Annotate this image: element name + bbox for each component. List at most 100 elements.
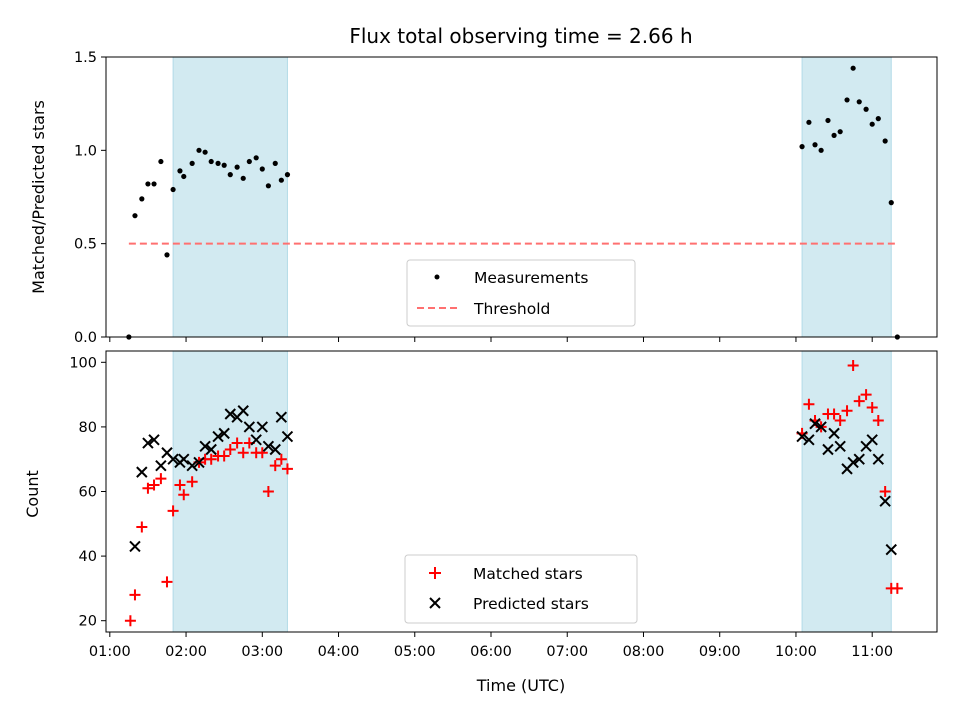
bottom-y-axis-label: Count [23, 470, 42, 518]
top-y-tick-label: 1.5 [74, 50, 97, 66]
bottom-matched-stars-point-28 [803, 398, 815, 410]
top-measurements-point-14 [208, 158, 214, 165]
top-measurements-point-12 [196, 147, 202, 153]
bottom-y-tick-label: 40 [79, 549, 97, 565]
top-measurements-point-19 [240, 175, 246, 181]
bottom-matched-stars-point-2 [129, 589, 141, 601]
bottom-matched-stars-point-36 [853, 395, 865, 407]
x-tick-label: 08:00 [623, 644, 665, 660]
bottom-predicted-stars-point-15 [218, 427, 230, 440]
bottom-predicted-stars-point-12 [199, 440, 211, 452]
bottom-y-tick-label: 20 [79, 614, 97, 630]
bottom-matched-stars-point-39 [872, 414, 884, 426]
x-tick-label: 04:00 [318, 644, 360, 660]
x-tick-label: 05:00 [394, 644, 436, 660]
bottom-matched-stars-point-40 [879, 486, 891, 497]
bottom-matched-stars-point-14 [205, 453, 217, 465]
top-measurements-point-9 [177, 168, 183, 174]
top-measurements-point-16 [221, 162, 227, 168]
x-tick-label: 06:00 [470, 644, 512, 660]
bottom-matched-stars-point-34 [841, 405, 853, 417]
bottom-predicted-stars-point-27 [803, 434, 815, 446]
x-tick-label: 11:00 [851, 644, 893, 660]
bottom-predicted-stars-point-34 [847, 456, 859, 469]
top-measurements-point-20 [246, 158, 252, 165]
bottom-legend: Matched stars Predicted stars [404, 554, 638, 624]
top-measurements-point-11 [189, 160, 195, 166]
top-measurements-point-5 [151, 181, 157, 187]
top-measurements-point-22 [259, 166, 265, 172]
bottom-matched-stars-point-22 [256, 447, 268, 459]
bottom-matched-stars-point-33 [834, 414, 846, 426]
top-measurements-point-34 [844, 97, 850, 103]
top-measurements-point-7 [164, 252, 170, 258]
bottom-predicted-stars-point-16 [224, 408, 236, 420]
top-measurements-point-36 [856, 99, 862, 105]
bottom-matched-stars-point-23 [262, 486, 274, 497]
bottom-matched-stars-point-7 [161, 576, 173, 588]
bottom-predicted-stars-point-32 [834, 440, 846, 452]
bottom-y-tick-label: 80 [79, 420, 97, 436]
x-axis-label: Time (UTC) [476, 676, 565, 695]
top-measurements-point-38 [869, 121, 875, 127]
bottom-matched-stars-point-16 [218, 450, 230, 462]
bottom-matched-stars-point-42 [891, 582, 903, 594]
bottom-predicted-stars-point-26 [796, 430, 808, 443]
bottom-predicted-stars-point-30 [822, 443, 834, 456]
top-y-axis-label: Matched/Predicted stars [29, 100, 48, 294]
top-measurements-point-35 [850, 65, 856, 71]
bottom-matched-stars-point-24 [269, 460, 281, 472]
top-measurements-point-41 [888, 200, 894, 206]
top-measurements-point-32 [831, 132, 837, 138]
legend-predicted-stars-label: Predicted stars [473, 595, 589, 613]
bottom-matched-stars-point-3 [136, 521, 148, 533]
bottom-matched-stars-point-32 [828, 408, 840, 420]
top-measurements-point-6 [158, 158, 164, 165]
top-legend-box [406, 259, 636, 327]
top-measurements-point-3 [139, 196, 145, 202]
bottom-predicted-stars-point-21 [256, 421, 268, 433]
top-measurements-point-8 [170, 186, 176, 193]
bottom-predicted-stars-point-9 [178, 453, 190, 465]
bottom-predicted-stars-point-19 [243, 421, 256, 433]
bottom-predicted-stars-point-28 [809, 417, 821, 430]
bottom-predicted-stars-point-11 [193, 456, 205, 469]
bottom-predicted-stars-point-7 [167, 453, 179, 465]
x-tick-label: 03:00 [241, 644, 283, 660]
bottom-predicted-stars-point-23 [269, 443, 281, 456]
bottom-predicted-stars-point-13 [205, 443, 217, 456]
bottom-predicted-stars-point-5 [155, 459, 167, 472]
bottom-predicted-stars-point-20 [250, 434, 262, 446]
bottom-y-tick-label: 100 [69, 355, 97, 371]
bottom-observing-span-2 [801, 350, 892, 633]
x-tick-label: 07:00 [546, 644, 588, 660]
bottom-matched-stars-point-38 [866, 402, 878, 414]
x-tick-label: 09:00 [699, 644, 741, 660]
bottom-predicted-stars-point-31 [828, 427, 840, 440]
bottom-matched-stars-point-1 [124, 615, 136, 627]
bottom-matched-stars-point-10 [178, 489, 190, 501]
x-tick-label: 02:00 [165, 644, 207, 660]
top-measurements-point-29 [812, 142, 818, 148]
bottom-matched-stars-point-26 [281, 463, 293, 475]
top-measurements-point-4 [145, 181, 151, 187]
bottom-predicted-stars-point-1 [129, 540, 141, 553]
bottom-predicted-stars-point-35 [853, 453, 865, 465]
top-measurements-point-24 [272, 160, 278, 166]
bottom-predicted-stars-point-38 [872, 453, 885, 465]
bottom-predicted-stars-point-14 [212, 430, 224, 443]
top-measurements-point-31 [825, 117, 831, 124]
bottom-legend-box [404, 554, 638, 624]
bottom-predicted-stars-point-18 [237, 405, 249, 417]
bottom-predicted-stars-point-39 [879, 495, 891, 507]
top-measurements-point-33 [837, 129, 843, 135]
top-y-tick-label: 0.5 [74, 237, 97, 253]
top-measurements-point-21 [253, 155, 259, 161]
top-measurements-point-18 [234, 164, 240, 170]
bottom-matched-stars-point-35 [847, 360, 859, 372]
top-observing-span-2 [801, 56, 892, 338]
bottom-predicted-stars-point-4 [148, 434, 160, 446]
top-measurements-point-39 [875, 116, 881, 122]
bottom-matched-stars-point-18 [231, 437, 243, 449]
